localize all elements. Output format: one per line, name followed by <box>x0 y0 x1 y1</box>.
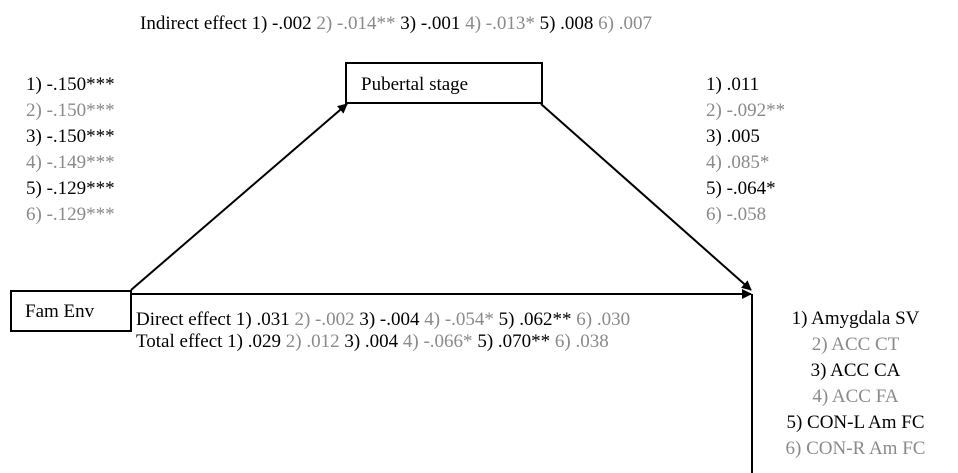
total-effect-value-4: 4) -.066* <box>398 331 473 352</box>
path-b-coef-6: 6) -.058 <box>706 204 767 225</box>
direct-effect-value-6: 6) .030 <box>571 309 631 330</box>
path-b-coef-2: 2) -.092** <box>706 100 786 121</box>
total-effect-values: 1) .029 2) .012 3) .004 4) -.066* 5) .07… <box>227 331 609 352</box>
indirect-effect-value-5: 5) .008 <box>534 13 594 34</box>
direct-effect-value-5: 5) .062** <box>493 309 572 330</box>
path-a-coef-1: 1) -.150*** <box>26 74 115 95</box>
path-b-coef-1: 1) .011 <box>706 74 760 95</box>
outcome-item-6: 6) CON-R Am FC <box>785 438 926 459</box>
outcome-item-2: 2) ACC CT <box>811 334 900 355</box>
direct-effect-line: Direct effect 1) .031 2) -.002 3) -.004 … <box>136 308 630 332</box>
indirect-effect-label: Indirect effect <box>140 13 247 34</box>
total-effect-label: Total effect <box>136 331 223 352</box>
mediator-box: Pubertal stage <box>345 62 543 104</box>
outcome-item-1: 1) Amygdala SV <box>791 308 920 329</box>
direct-effect-values: 1) .031 2) -.002 3) -.004 4) -.054* 5) .… <box>236 309 630 330</box>
arrow-b <box>540 103 752 291</box>
path-a-coef-6: 6) -.129*** <box>26 204 115 225</box>
path-a-coef-5: 5) -.129*** <box>26 178 115 199</box>
path-b-coef-5: 5) -.064* <box>706 178 776 199</box>
indirect-effect-value-1: 1) -.002 <box>251 13 312 34</box>
path-a-coef-2: 2) -.150*** <box>26 100 115 121</box>
path-b-coef-4: 4) .085* <box>706 152 770 173</box>
outcome-item-5: 5) CON-L Am FC <box>786 412 925 433</box>
direct-effect-value-3: 3) -.004 <box>354 309 420 330</box>
indirect-effect-value-6: 6) .007 <box>593 13 652 34</box>
outcome-box: 1) Amygdala SV 2) ACC CT 3) ACC CA 4) ACC F… <box>751 294 958 473</box>
predictor-box: Fam Env <box>10 290 132 332</box>
indirect-effect-values: 1) -.002 2) -.014** 3) -.001 4) -.013* 5… <box>251 13 652 34</box>
direct-effect-value-4: 4) -.054* <box>419 309 494 330</box>
predictor-label: Fam Env <box>25 301 95 322</box>
path-b-coef-3: 3) .005 <box>706 126 760 147</box>
total-effect-value-2: 2) .012 <box>281 331 340 352</box>
total-effect-value-5: 5) .070** <box>472 331 551 352</box>
direct-effect-label: Direct effect <box>136 309 232 330</box>
path-a-coef-4: 4) -.149*** <box>26 152 115 173</box>
outcome-list: 1) Amygdala SV 2) ACC CT 3) ACC CA 4) ACC F… <box>753 306 958 462</box>
path-b-coefficients: 1) .011 2) -.092** 3) .005 4) .085* 5) -.064… <box>706 72 785 228</box>
indirect-effect-line: Indirect effect 1) -.002 2) -.014** 3) -… <box>140 12 652 36</box>
mediator-label: Pubertal stage <box>361 74 469 95</box>
path-a-coef-3: 3) -.150*** <box>26 126 115 147</box>
outcome-item-4: 4) ACC FA <box>812 386 899 407</box>
indirect-effect-value-2: 2) -.014** <box>311 13 396 34</box>
outcome-item-3: 3) ACC CA <box>810 360 901 381</box>
arrow-a <box>130 103 348 291</box>
total-effect-line: Total effect 1) .029 2) .012 3) .004 4) … <box>136 330 609 354</box>
direct-effect-value-2: 2) -.002 <box>289 309 355 330</box>
path-a-coefficients: 1) -.150*** 2) -.150*** 3) -.150*** 4) -.14… <box>26 72 115 228</box>
total-effect-value-1: 1) .029 <box>227 331 281 352</box>
total-effect-value-6: 6) .038 <box>550 331 609 352</box>
indirect-effect-value-4: 4) -.013* <box>460 13 535 34</box>
indirect-effect-value-3: 3) -.001 <box>395 13 461 34</box>
total-effect-value-3: 3) .004 <box>339 331 399 352</box>
direct-effect-value-1: 1) .031 <box>235 309 290 330</box>
